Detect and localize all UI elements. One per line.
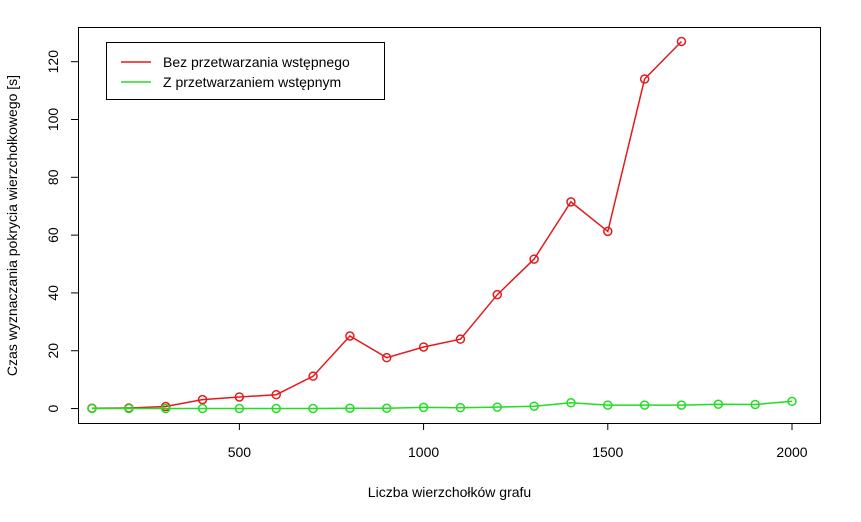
data-point xyxy=(418,342,429,352)
data-point xyxy=(566,197,576,207)
data-point xyxy=(308,403,318,414)
data-point xyxy=(529,401,539,411)
data-point xyxy=(603,226,613,237)
data-point xyxy=(676,400,687,410)
data-point xyxy=(160,403,171,414)
data-point xyxy=(676,36,687,47)
data-point xyxy=(492,289,503,300)
data-point xyxy=(750,399,760,410)
y-tick-label: 100 xyxy=(45,108,61,132)
x-tick-label: 500 xyxy=(228,444,252,460)
plot-frame xyxy=(78,27,821,424)
data-point xyxy=(271,389,281,400)
legend-box xyxy=(106,42,385,100)
data-point xyxy=(234,403,245,414)
y-tick-label: 60 xyxy=(45,227,61,243)
data-point xyxy=(455,402,466,413)
data-point xyxy=(492,402,503,412)
data-point xyxy=(87,403,97,414)
x-tick-label: 1500 xyxy=(592,444,623,460)
series-line xyxy=(92,400,793,410)
y-axis: 0 20 40 60 80 100 120 xyxy=(45,50,78,412)
legend-label-bez-przetwarzania: Bez przetwarzania wstępnego xyxy=(163,54,350,70)
series-line xyxy=(91,40,683,410)
x-axis: 500 1000 1500 2000 xyxy=(228,423,808,460)
y-tick-label: 80 xyxy=(45,169,61,185)
legend: Bez przetwarzania wstępnego Z przetwarza… xyxy=(106,42,385,100)
data-point xyxy=(418,402,429,413)
x-axis-title: Liczba wierzchołków grafu xyxy=(368,484,531,500)
data-point xyxy=(197,394,208,405)
data-point xyxy=(603,400,613,410)
data-point xyxy=(124,403,134,414)
series-1 xyxy=(87,396,797,414)
data-point xyxy=(455,334,466,344)
data-point xyxy=(639,400,650,410)
data-point xyxy=(566,398,576,408)
x-tick-label: 2000 xyxy=(776,444,807,460)
data-point xyxy=(308,371,318,381)
y-tick-label: 120 xyxy=(45,50,61,74)
data-point xyxy=(271,403,281,414)
data-point xyxy=(529,254,539,264)
data-point xyxy=(381,352,392,363)
data-point xyxy=(381,403,392,414)
data-point xyxy=(639,74,650,84)
series-layer xyxy=(87,36,797,414)
data-point xyxy=(345,331,355,341)
data-point xyxy=(345,403,355,414)
x-tick-label: 1000 xyxy=(408,444,439,460)
data-point xyxy=(787,396,797,407)
y-tick-label: 20 xyxy=(45,343,61,359)
data-point xyxy=(713,399,724,409)
data-point xyxy=(234,392,245,402)
legend-label-z-przetwarzaniem: Z przetwarzaniem wstępnym xyxy=(163,74,341,90)
y-tick-label: 40 xyxy=(45,285,61,301)
data-point xyxy=(197,403,208,414)
y-tick-label: 0 xyxy=(45,404,61,412)
y-axis-title: Czas wyznaczania pokrycia wierzchołkoweg… xyxy=(4,75,20,376)
